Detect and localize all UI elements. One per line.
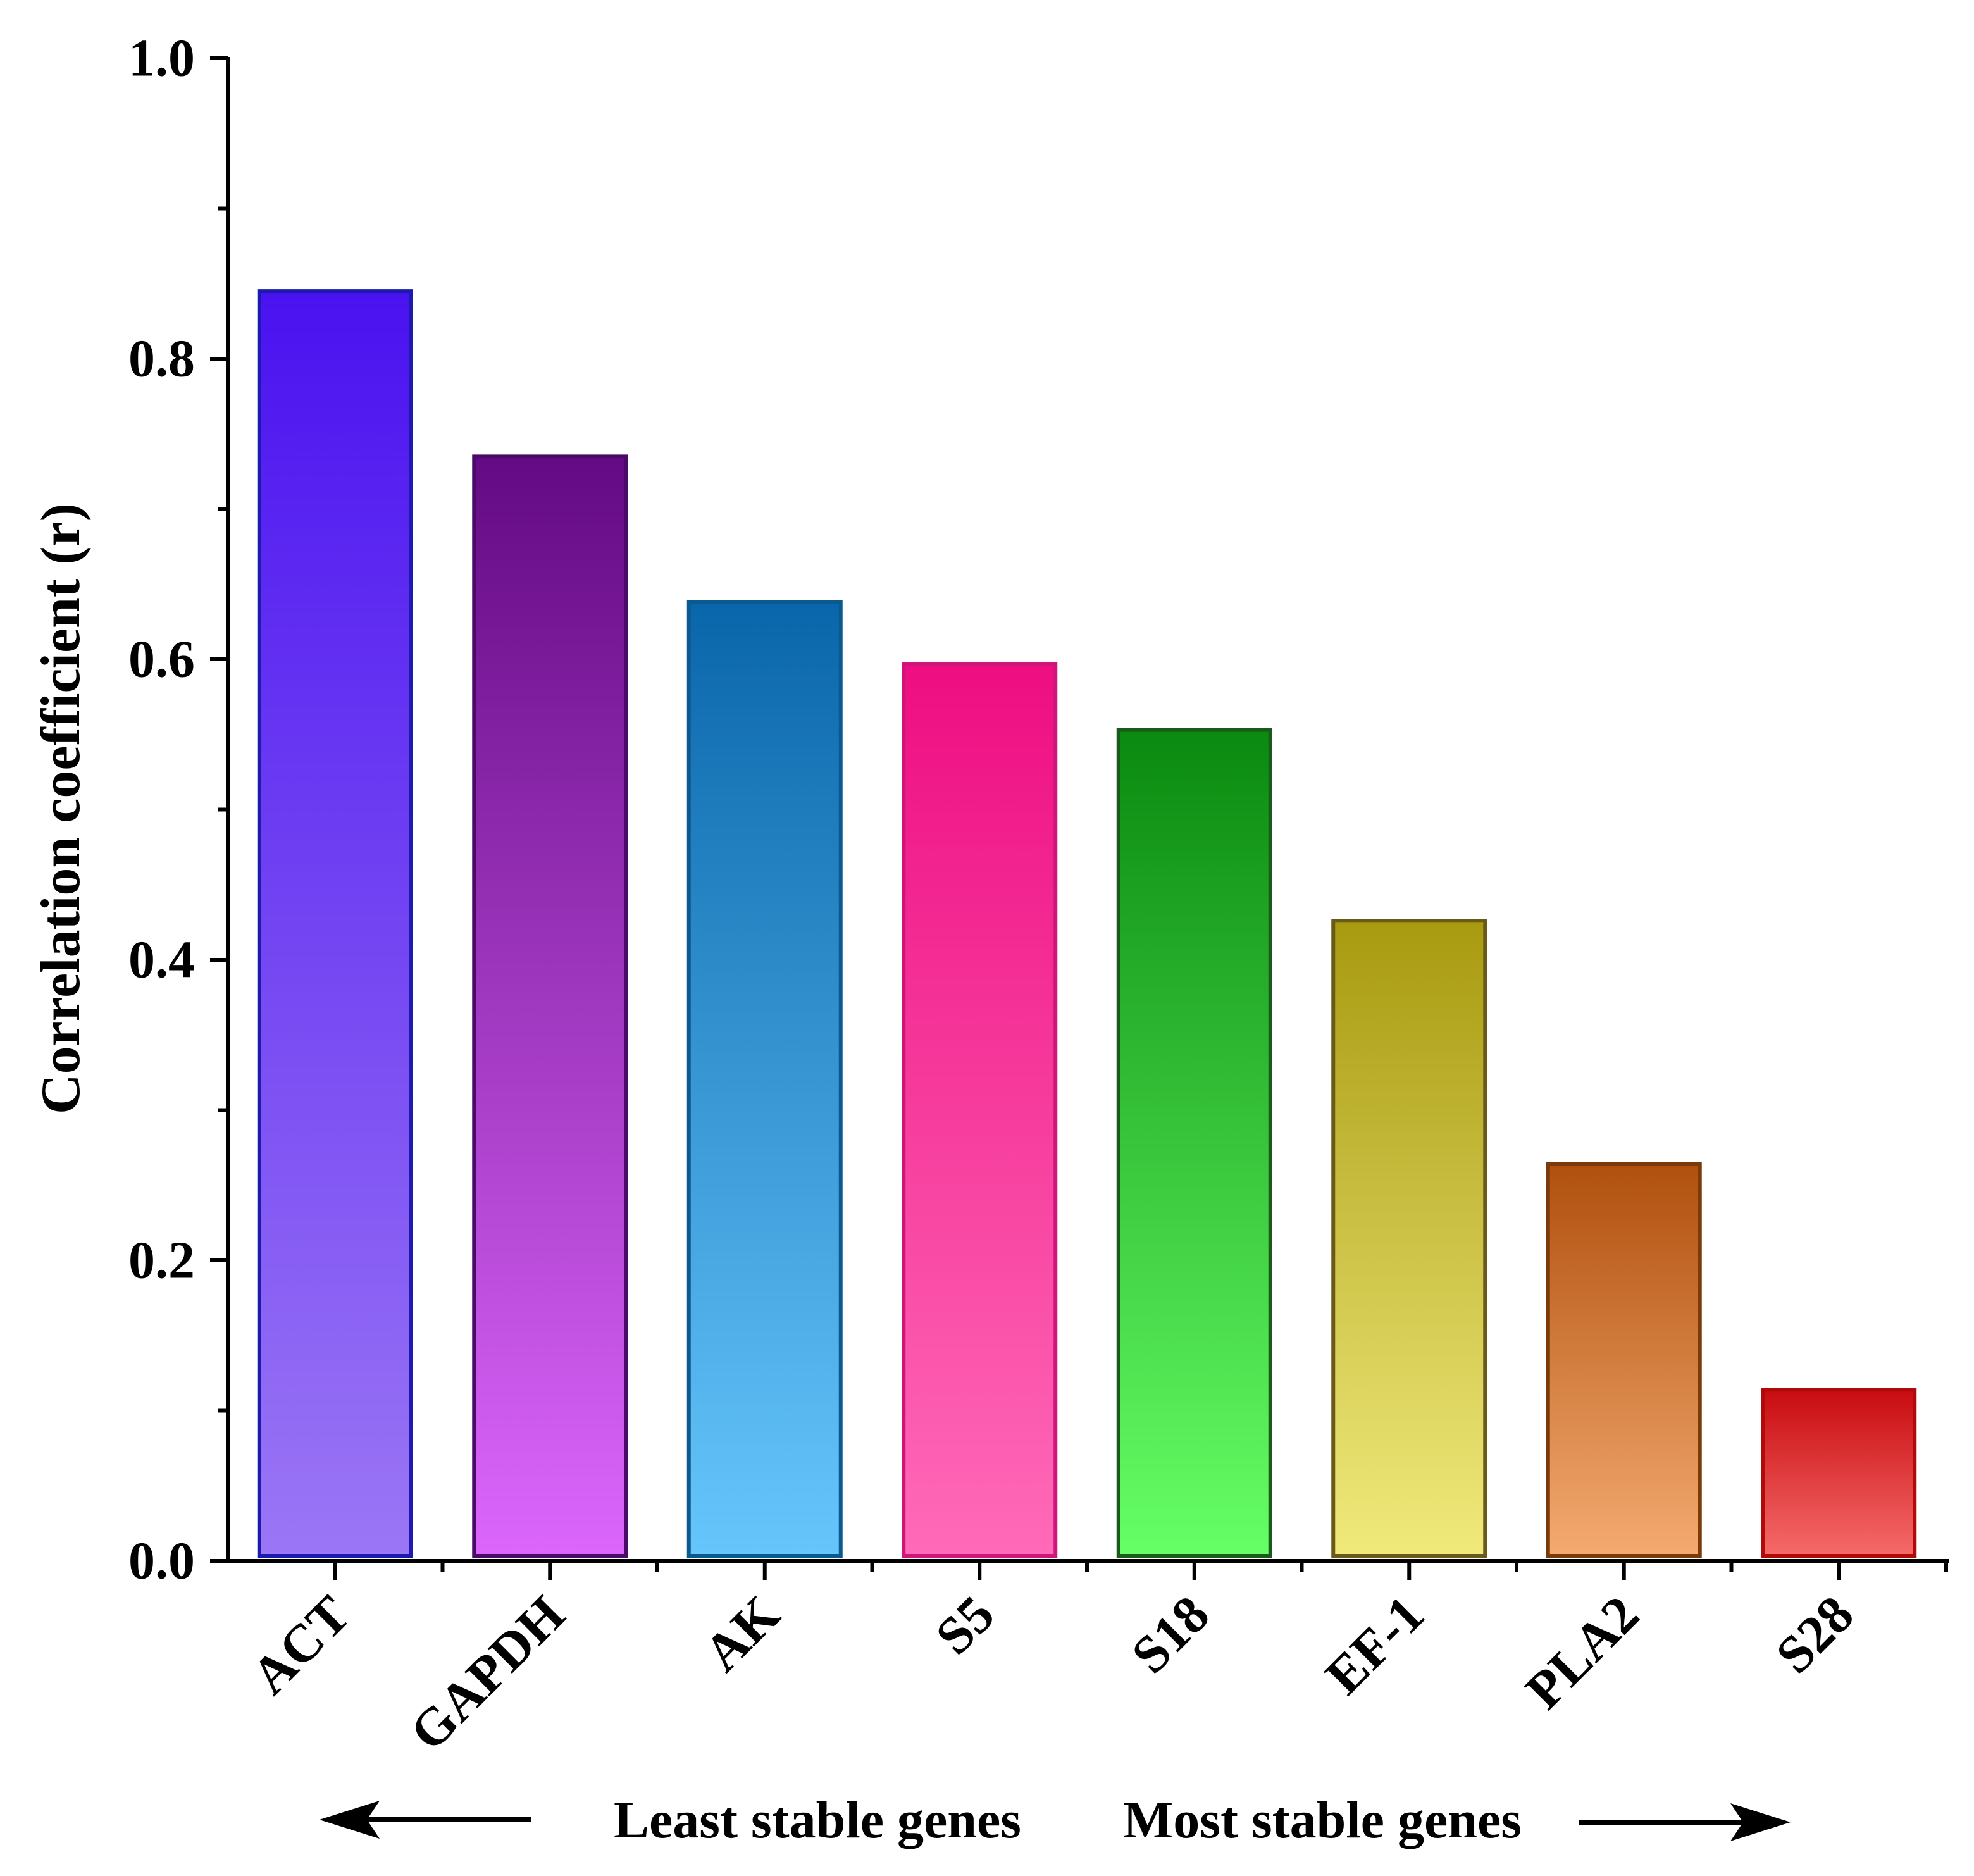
bar-ef-1 (1331, 919, 1487, 1558)
left-arrowhead-icon (320, 1801, 380, 1839)
x-tick-label: S28 (1765, 1585, 1865, 1685)
y-tick-label: 0.0 (128, 1532, 195, 1591)
stability-annotation: Least stable genes Most stable genes (320, 1791, 1791, 1849)
right-arrowhead-icon (1730, 1803, 1791, 1841)
bar-s18 (1116, 728, 1272, 1558)
y-tick-label: 0.4 (128, 931, 195, 990)
x-tick-label: AK (693, 1585, 791, 1683)
x-tick-label: S5 (924, 1585, 1005, 1666)
y-tick-label: 0.8 (128, 330, 195, 388)
bar-gapdh (472, 454, 628, 1558)
x-tick-label: EF-1 (1315, 1585, 1436, 1706)
bar-ak (686, 600, 843, 1558)
y-tick-label: 1.0 (128, 29, 195, 88)
least-stable-label: Least stable genes (614, 1791, 1021, 1849)
x-tick-label: GAPDH (399, 1585, 576, 1762)
y-ticks: 0.0 0.2 0.4 0.6 0.8 1.0 (128, 29, 228, 1591)
x-tick-label: S18 (1120, 1585, 1220, 1685)
bars (257, 289, 1917, 1558)
bar-s28 (1761, 1388, 1917, 1558)
y-tick-label: 0.6 (128, 630, 195, 689)
y-axis-title: Correlation coefficient (r) (30, 503, 92, 1114)
bar-pla2 (1546, 1162, 1702, 1558)
y-tick-label: 0.2 (128, 1231, 195, 1290)
x-tick-label: ACT (240, 1585, 361, 1706)
bar-act (257, 289, 413, 1558)
x-ticks: ACT GAPDH AK S5 S18 EF-1 PLA2 S28 (240, 1561, 1948, 1762)
x-tick-label: PLA2 (1515, 1585, 1650, 1720)
most-stable-label: Most stable genes (1123, 1791, 1522, 1849)
bar-s5 (902, 662, 1058, 1558)
